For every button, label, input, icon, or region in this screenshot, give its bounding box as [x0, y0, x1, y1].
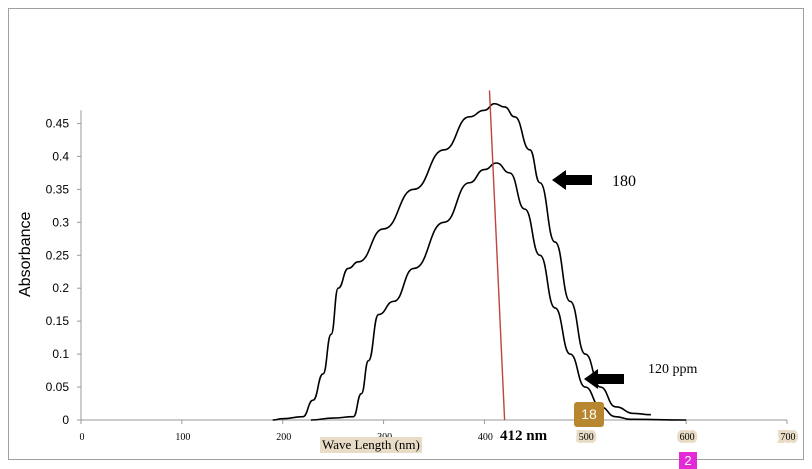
peak-label: 412 nm: [500, 428, 548, 444]
series-label-180: 180: [612, 173, 636, 190]
y-axis-label: Absorbance: [17, 211, 34, 297]
x-tick-label: 200: [276, 432, 291, 443]
y-tick-label: 0.05: [46, 380, 70, 394]
arrow-120: [584, 369, 624, 389]
overlay-badge-2[interactable]: 2: [679, 452, 697, 469]
series-line-120: [310, 162, 687, 421]
x-tick-label: 700: [781, 432, 796, 443]
y-tick-label: 0.2: [52, 281, 69, 295]
y-tick-label: 0: [62, 413, 69, 427]
y-tick-label: 0.4: [52, 149, 69, 163]
y-tick-label: 0.1: [52, 347, 69, 361]
x-tick-label: 600: [680, 432, 695, 443]
x-tick-label: 0: [80, 432, 85, 443]
series-line-180: [272, 102, 651, 421]
chart-frame: [8, 8, 804, 460]
y-tick-label: 0.3: [52, 215, 69, 229]
x-tick-label: 400: [478, 432, 493, 443]
x-tick-label: 100: [175, 432, 190, 443]
y-tick-label: 0.25: [46, 248, 70, 262]
y-tick-label: 0.45: [46, 116, 70, 130]
x-tick-label: 500: [579, 432, 594, 443]
arrow-180: [552, 170, 592, 190]
peak-marker-line: [488, 90, 506, 421]
x-axis-label: Wave Length (nm): [320, 437, 422, 453]
series-label-120: 120 ppm: [648, 362, 698, 377]
y-tick-label: 0.15: [46, 314, 70, 328]
y-tick-label: 0.35: [46, 182, 70, 196]
overlay-badge-18[interactable]: 18: [574, 402, 604, 427]
